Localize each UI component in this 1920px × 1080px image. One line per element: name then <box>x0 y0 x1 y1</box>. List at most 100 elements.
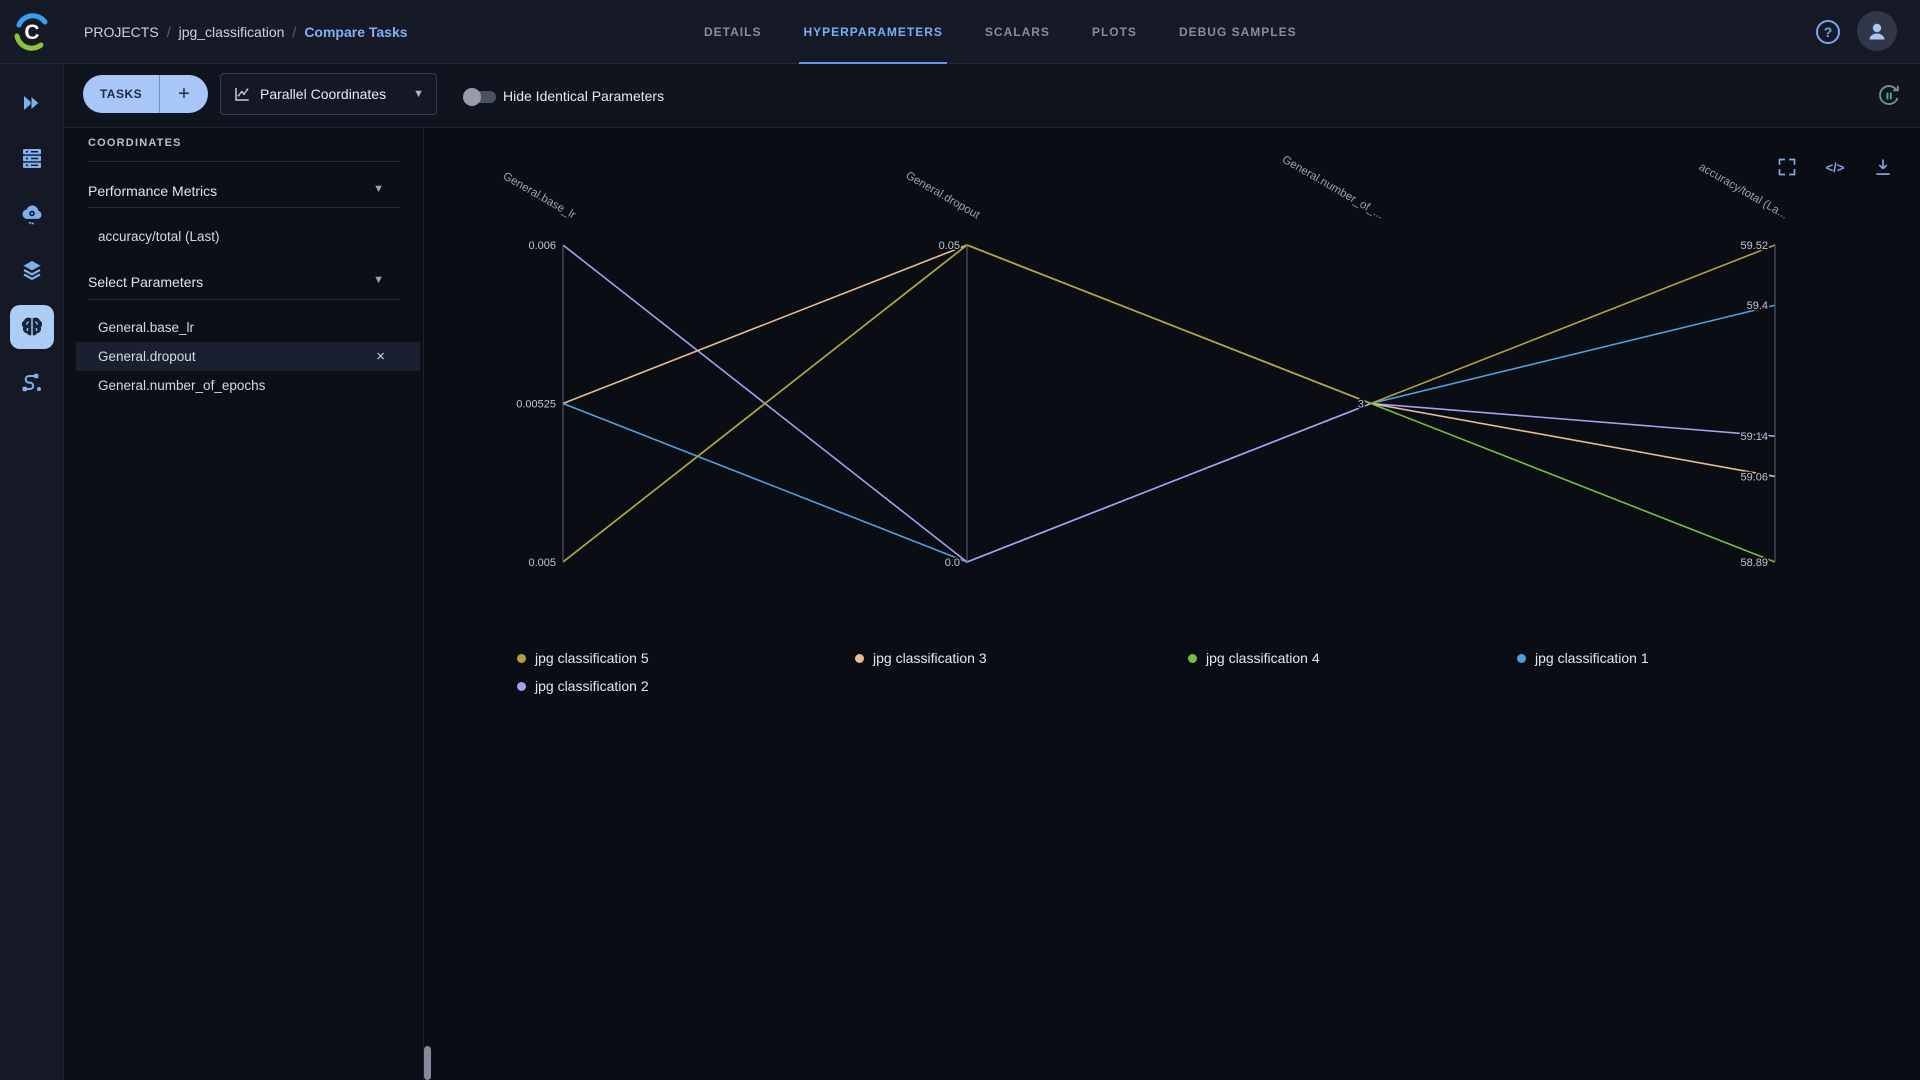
breadcrumb-current-page: Compare Tasks <box>304 24 408 40</box>
breadcrumb-project-name[interactable]: jpg_classification <box>178 24 285 40</box>
metric-item-accuracy-total[interactable]: accuracy/total (Last) <box>98 229 220 244</box>
compare-toolbar: TASKS + Parallel Coordinates ▼ Hide Iden… <box>64 64 1920 128</box>
params-section-label: Select Parameters <box>88 274 204 290</box>
sidebar-item-projects[interactable] <box>10 81 54 125</box>
tab-scalars[interactable]: SCALARS <box>984 25 1050 39</box>
parallel-coordinates-chart: </> 0.006 0.00525 0.005 General.base_lr 0.05… <box>424 128 1920 1080</box>
metrics-section-label: Performance Metrics <box>88 183 218 199</box>
maximize-icon[interactable] <box>1776 156 1798 178</box>
legend-label: jpg classification 3 <box>873 650 987 666</box>
legend-color-dot <box>855 653 864 663</box>
help-icon[interactable]: ? <box>1816 20 1840 44</box>
cloud-gear-icon <box>22 205 42 225</box>
view-type-dropdown[interactable]: Parallel Coordinates ▼ <box>220 73 437 115</box>
param-row-dropout-selected[interactable]: × <box>76 342 420 371</box>
divider <box>88 299 400 300</box>
series-line-jpg-classification-3[interactable] <box>562 244 1776 478</box>
tab-hyperparameters[interactable]: HYPERPARAMETERS <box>799 0 948 64</box>
scrollbar-thumb[interactable] <box>424 1046 431 1080</box>
params-section-header[interactable]: Select Parameters ▼ <box>88 274 400 290</box>
legend-item-jpg-classification-3[interactable]: jpg classification 3 <box>855 650 987 666</box>
sidebar-item-pipelines[interactable] <box>10 361 54 405</box>
axis-tick-label: 0.006 <box>528 240 556 252</box>
tab-plots[interactable]: PLOTS <box>1091 25 1137 39</box>
legend-item-jpg-classification-5[interactable]: jpg classification 5 <box>517 650 649 666</box>
parallel-coordinates-svg: 0.006 0.00525 0.005 General.base_lr 0.05 0.0 G… <box>501 154 1790 571</box>
tab-bar: DETAILS HYPERPARAMETERS SCALARS PLOTS DE… <box>704 0 1297 64</box>
legend-color-dot <box>517 653 526 663</box>
axis-title[interactable]: General.dropout <box>904 170 983 222</box>
legend-label: jpg classification 1 <box>1535 650 1649 666</box>
top-header: C PROJECTS / jpg_classification / Compar… <box>0 0 1920 64</box>
legend-item-jpg-classification-1[interactable]: jpg classification 1 <box>1517 650 1649 666</box>
axis-tick-label: 0.05 <box>939 240 960 252</box>
metrics-section-header[interactable]: Performance Metrics ▼ <box>88 183 400 199</box>
legend-label: jpg classification 5 <box>535 650 649 666</box>
param-item-number-of-epochs[interactable]: General.number_of_epochs <box>98 378 266 393</box>
series-line-jpg-classification-2[interactable] <box>562 244 1776 563</box>
param-item-base-lr[interactable]: General.base_lr <box>98 320 195 335</box>
toggle-knob <box>463 88 481 106</box>
axis-tick-label: 59.14 <box>1740 431 1768 443</box>
chevron-down-icon: ▼ <box>373 274 384 286</box>
clearml-logo-icon[interactable]: C <box>12 12 52 52</box>
tasks-button-label[interactable]: TASKS <box>99 87 143 101</box>
series-line-jpg-classification-5[interactable] <box>562 244 1776 563</box>
caret-down-icon: ▼ <box>413 88 424 100</box>
axis-tick-label: 0.00525 <box>516 399 556 411</box>
layers-icon <box>23 261 41 281</box>
legend-color-dot <box>1188 653 1197 663</box>
sidebar-item-experiments[interactable] <box>10 305 54 349</box>
workers-queues-icon <box>23 149 41 168</box>
tab-details[interactable]: DETAILS <box>704 25 762 39</box>
axis-tick-label: 59.06 <box>1740 471 1768 483</box>
series-line-jpg-classification-4[interactable] <box>562 244 1776 563</box>
sidebar-item-workers-queues[interactable] <box>10 136 54 180</box>
divider <box>88 161 400 162</box>
legend-color-dot <box>517 681 526 691</box>
projects-icon <box>24 94 40 112</box>
hide-identical-toggle[interactable] <box>463 88 496 106</box>
user-avatar[interactable] <box>1857 11 1897 51</box>
app-sidebar <box>0 64 64 1080</box>
auto-refresh-icon[interactable] <box>1876 83 1902 109</box>
legend-color-dot <box>1517 653 1526 663</box>
breadcrumb-separator: / <box>292 24 297 40</box>
legend-item-jpg-classification-2[interactable]: jpg classification 2 <box>517 678 649 694</box>
param-item-dropout[interactable]: General.dropout <box>98 349 196 364</box>
legend-label: jpg classification 2 <box>535 678 649 694</box>
axis-title[interactable]: General.number_of_... <box>1280 154 1386 222</box>
pill-divider <box>159 75 160 113</box>
axis-tick-label: 59.52 <box>1740 240 1768 252</box>
panel-title: COORDINATES <box>88 137 182 149</box>
embed-code-icon[interactable]: </> <box>1825 159 1845 175</box>
hide-identical-label: Hide Identical Parameters <box>503 88 665 104</box>
breadcrumb-projects[interactable]: PROJECTS <box>84 24 159 40</box>
series-line-jpg-classification-1[interactable] <box>562 304 1776 563</box>
tab-debug-samples[interactable]: DEBUG SAMPLES <box>1178 25 1297 39</box>
tasks-selector-button[interactable]: TASKS + <box>83 75 208 113</box>
axis-tick-label: 3 <box>1358 399 1364 411</box>
pipelines-icon <box>22 373 41 392</box>
line-chart-icon <box>235 88 249 101</box>
add-task-button[interactable]: + <box>178 82 190 105</box>
legend-item-jpg-classification-4[interactable]: jpg classification 4 <box>1188 650 1320 666</box>
sidebar-item-autoscalers[interactable] <box>10 192 54 236</box>
person-icon <box>1869 23 1885 40</box>
svg-text:C: C <box>24 21 39 44</box>
coordinates-panel: COORDINATES Performance Metrics ▼ accura… <box>64 128 424 1080</box>
divider <box>88 207 400 208</box>
breadcrumb-separator: / <box>166 24 171 40</box>
breadcrumb: PROJECTS / jpg_classification / Compare … <box>84 0 408 64</box>
sidebar-item-datasets[interactable] <box>10 248 54 292</box>
download-icon[interactable] <box>1872 156 1894 178</box>
axis-tick-label: 0.0 <box>945 557 960 569</box>
legend-label: jpg classification 4 <box>1206 650 1320 666</box>
chart-action-bar: </> <box>1776 156 1894 178</box>
view-type-value: Parallel Coordinates <box>260 86 387 102</box>
brain-icon <box>21 317 43 336</box>
remove-parameter-icon[interactable]: × <box>376 348 385 365</box>
axis-title[interactable]: General.base_lr <box>501 170 578 221</box>
axis-tick-label: 59.4 <box>1747 300 1768 312</box>
